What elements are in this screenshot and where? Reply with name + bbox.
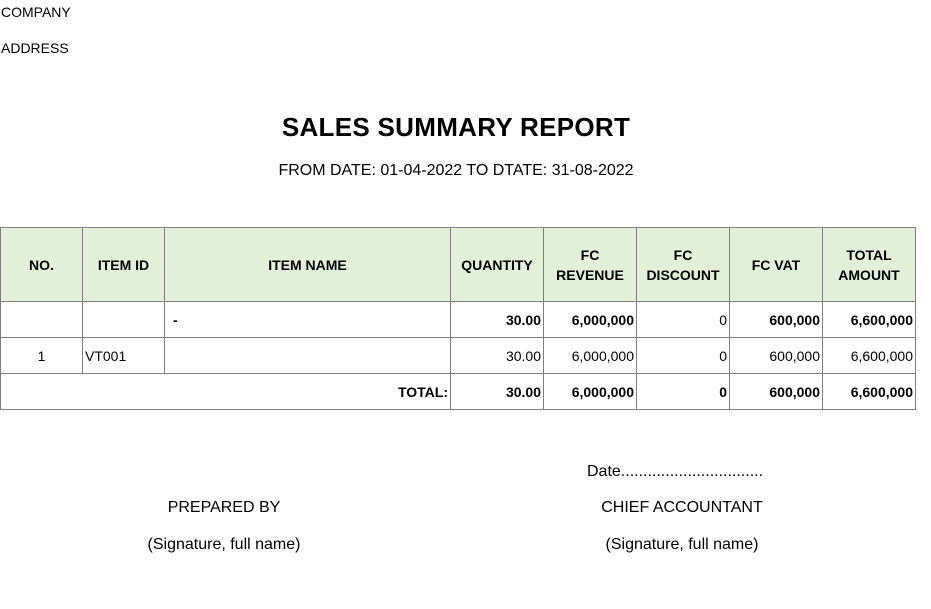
cell-total-amount: 6,600,000 bbox=[822, 337, 916, 374]
column-header-item-id: ITEM ID bbox=[82, 227, 165, 302]
total-fc-revenue: 6,000,000 bbox=[543, 373, 637, 410]
group-cell-fc-revenue: 6,000,000 bbox=[543, 301, 637, 338]
total-label: TOTAL: bbox=[0, 373, 451, 410]
column-header-quantity: QUANTITY bbox=[450, 227, 544, 302]
table-header-row: NO. ITEM ID ITEM NAME QUANTITY FC REVENU… bbox=[0, 227, 916, 302]
group-row: - 30.00 6,000,000 0 600,000 6,600,000 bbox=[0, 301, 916, 338]
cell-fc-discount: 0 bbox=[636, 337, 730, 374]
column-header-no: NO. bbox=[0, 227, 83, 302]
signature-date-line: Date................................ bbox=[587, 463, 764, 480]
prepared-by-signature-note: (Signature, full name) bbox=[147, 536, 301, 553]
total-row: TOTAL: 30.00 6,000,000 0 600,000 6,600,0… bbox=[0, 373, 916, 410]
group-cell-no bbox=[0, 301, 83, 338]
table-row: 1 VT001 30.00 6,000,000 0 600,000 6,600,… bbox=[0, 337, 916, 374]
group-cell-item-name: - bbox=[164, 301, 451, 338]
column-header-total-amount: TOTAL AMOUNT bbox=[822, 227, 916, 302]
sales-summary-table: NO. ITEM ID ITEM NAME QUANTITY FC REVENU… bbox=[0, 227, 916, 410]
total-fc-discount: 0 bbox=[636, 373, 730, 410]
chief-accountant-label: CHIEF ACCOUNTANT bbox=[601, 499, 763, 516]
column-header-fc-revenue: FC REVENUE bbox=[543, 227, 637, 302]
group-cell-fc-discount: 0 bbox=[636, 301, 730, 338]
cell-fc-vat: 600,000 bbox=[729, 337, 823, 374]
cell-item-name bbox=[164, 337, 451, 374]
total-quantity: 30.00 bbox=[450, 373, 544, 410]
group-cell-total-amount: 6,600,000 bbox=[822, 301, 916, 338]
cell-fc-revenue: 6,000,000 bbox=[543, 337, 637, 374]
total-amount: 6,600,000 bbox=[822, 373, 916, 410]
report-date-range: FROM DATE: 01-04-2022 TO DTATE: 31-08-20… bbox=[278, 162, 634, 179]
company-address: ADDRESS bbox=[1, 40, 69, 56]
cell-no: 1 bbox=[0, 337, 83, 374]
chief-accountant-signature-note: (Signature, full name) bbox=[605, 536, 759, 553]
total-fc-vat: 600,000 bbox=[729, 373, 823, 410]
company-name: COMPANY bbox=[1, 4, 71, 20]
column-header-item-name: ITEM NAME bbox=[164, 227, 451, 302]
group-cell-fc-vat: 600,000 bbox=[729, 301, 823, 338]
column-header-fc-discount: FC DISCOUNT bbox=[636, 227, 730, 302]
report-title: SALES SUMMARY REPORT bbox=[281, 112, 631, 142]
group-cell-quantity: 30.00 bbox=[450, 301, 544, 338]
cell-item-id: VT001 bbox=[82, 337, 165, 374]
column-header-fc-vat: FC VAT bbox=[729, 227, 823, 302]
cell-quantity: 30.00 bbox=[450, 337, 544, 374]
group-cell-item-id bbox=[82, 301, 165, 338]
prepared-by-label: PREPARED BY bbox=[167, 499, 281, 516]
